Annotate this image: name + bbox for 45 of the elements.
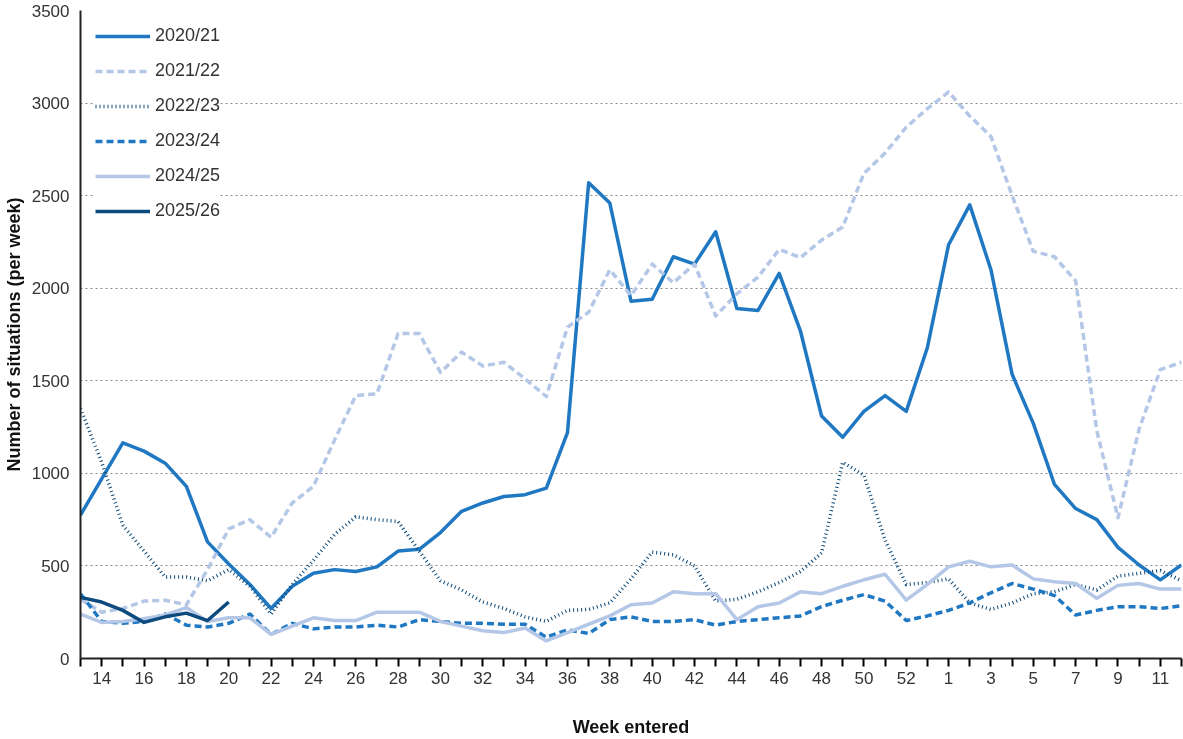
x-tick-label: 44 xyxy=(727,668,747,688)
x-tick-label: 11 xyxy=(1151,668,1170,688)
legend-label: 2023/24 xyxy=(155,130,221,151)
x-tick-label: 16 xyxy=(134,668,154,688)
y-tick-label: 1000 xyxy=(31,464,70,484)
y-tick-label: 500 xyxy=(41,556,70,576)
y-axis-title: Number of situations (per week) xyxy=(3,197,24,472)
legend-label: 2020/21 xyxy=(155,25,221,46)
x-tick-label: 24 xyxy=(303,668,323,688)
y-tick-label: 3500 xyxy=(31,1,70,21)
x-tick-label: 5 xyxy=(1028,668,1039,688)
y-tick-label: 3000 xyxy=(31,94,70,114)
x-tick-label: 32 xyxy=(473,668,493,688)
x-tick-label: 20 xyxy=(219,668,239,688)
x-tick-label: 30 xyxy=(430,668,450,688)
line-series xyxy=(80,180,1182,611)
line-series xyxy=(80,595,231,625)
x-tick-label: 26 xyxy=(346,668,366,688)
y-tick-label: 2000 xyxy=(31,279,70,299)
x-tick-label: 22 xyxy=(261,668,281,688)
x-tick-label: 14 xyxy=(92,668,112,688)
y-tick-label: 2500 xyxy=(31,186,70,206)
x-tick-label: 48 xyxy=(812,668,832,688)
x-tick-label: 46 xyxy=(769,668,789,688)
y-tick-label: 1500 xyxy=(31,371,70,391)
x-tick-label: 40 xyxy=(642,668,662,688)
legend-label: 2022/23 xyxy=(155,95,221,116)
x-tick-label: 50 xyxy=(854,668,874,688)
x-tick-label: 52 xyxy=(896,668,916,688)
x-tick-label: 28 xyxy=(388,668,408,688)
legend-label: 2025/26 xyxy=(155,200,221,221)
y-tick-label: 0 xyxy=(60,649,70,669)
x-axis-title: Week entered xyxy=(572,716,690,737)
x-tick-label: 18 xyxy=(176,668,196,688)
line-series xyxy=(80,581,1182,639)
x-tick-label: 7 xyxy=(1070,668,1081,688)
x-tick-label: 38 xyxy=(600,668,620,688)
x-tick-label: 34 xyxy=(515,668,535,688)
x-tick-label: 42 xyxy=(685,668,704,688)
legend-label: 2021/22 xyxy=(155,60,221,81)
legend-label: 2024/25 xyxy=(155,165,221,186)
x-tick-label: 36 xyxy=(558,668,577,688)
x-tick-label: 9 xyxy=(1113,668,1123,688)
x-tick-label: 1 xyxy=(943,668,954,688)
x-tick-label: 3 xyxy=(986,668,996,688)
